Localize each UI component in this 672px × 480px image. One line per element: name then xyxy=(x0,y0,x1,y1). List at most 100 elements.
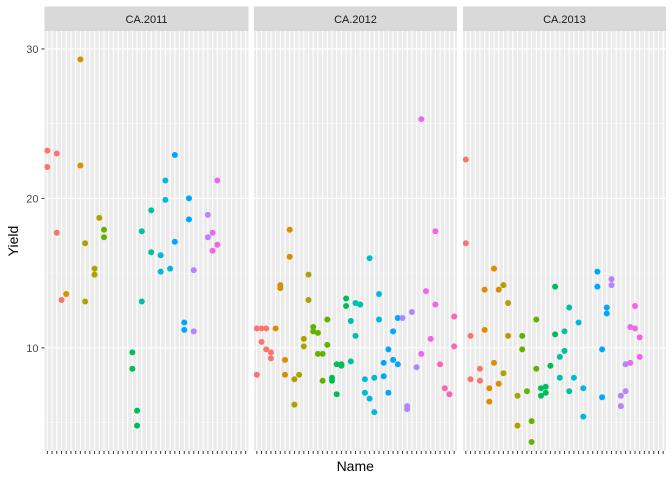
data-point xyxy=(561,328,568,335)
data-point xyxy=(171,238,178,245)
data-point xyxy=(148,249,155,256)
data-point xyxy=(533,365,540,372)
data-point xyxy=(190,267,197,274)
data-point xyxy=(617,403,624,410)
data-point xyxy=(418,116,425,123)
data-point xyxy=(361,376,368,383)
data-point xyxy=(371,409,378,416)
data-point xyxy=(272,325,279,332)
data-point xyxy=(519,332,526,339)
data-point xyxy=(138,298,145,305)
data-point xyxy=(437,361,444,368)
data-point xyxy=(390,356,397,363)
data-point xyxy=(399,314,406,321)
data-point xyxy=(505,332,512,339)
data-point xyxy=(580,385,587,392)
data-point xyxy=(519,346,526,353)
data-point xyxy=(343,295,350,302)
data-point xyxy=(514,392,521,399)
data-point xyxy=(523,388,530,395)
data-point xyxy=(347,358,354,365)
data-point xyxy=(324,341,331,348)
data-point xyxy=(263,346,270,353)
data-point xyxy=(286,253,293,260)
facet-label: CA.2011 xyxy=(126,14,168,26)
data-point xyxy=(129,365,136,372)
data-point xyxy=(333,391,340,398)
data-point xyxy=(44,164,51,171)
data-point xyxy=(338,361,345,368)
data-point xyxy=(263,325,270,332)
y-tick-label: 30 xyxy=(26,44,38,56)
data-point xyxy=(162,177,169,184)
data-point xyxy=(538,385,545,392)
data-point xyxy=(44,147,51,154)
data-point xyxy=(390,328,397,335)
data-point xyxy=(528,439,535,446)
data-point xyxy=(418,350,425,357)
data-point xyxy=(167,265,174,272)
data-point xyxy=(561,347,568,354)
data-point xyxy=(432,301,439,308)
y-axis-title: Yield xyxy=(5,226,21,257)
data-point xyxy=(296,371,303,378)
data-point xyxy=(603,310,610,317)
data-point xyxy=(462,240,469,247)
data-point xyxy=(352,332,359,339)
data-point xyxy=(343,303,350,310)
data-point xyxy=(77,56,84,63)
data-point xyxy=(617,392,624,399)
data-point xyxy=(608,276,615,283)
data-point xyxy=(96,214,103,221)
data-point xyxy=(300,335,307,342)
data-point xyxy=(157,252,164,259)
data-point xyxy=(580,413,587,420)
data-point xyxy=(542,389,549,396)
data-point xyxy=(394,314,401,321)
data-point xyxy=(556,374,563,381)
data-point xyxy=(314,350,321,357)
y-tick-label: 20 xyxy=(26,193,38,205)
data-point xyxy=(451,313,458,320)
data-point xyxy=(300,343,307,350)
data-point xyxy=(204,234,211,241)
data-point xyxy=(310,328,317,335)
data-point xyxy=(514,422,521,429)
data-point xyxy=(476,377,483,384)
data-point xyxy=(500,370,507,377)
data-point xyxy=(566,304,573,311)
data-point xyxy=(622,361,629,368)
data-point xyxy=(333,361,340,368)
data-point xyxy=(375,291,382,298)
data-point xyxy=(134,422,141,429)
data-point xyxy=(505,300,512,307)
data-point xyxy=(305,271,312,278)
data-point xyxy=(77,162,84,169)
data-point xyxy=(181,326,188,333)
data-point xyxy=(361,389,368,396)
data-point xyxy=(253,371,260,378)
data-point xyxy=(214,177,221,184)
data-point xyxy=(209,229,216,236)
data-point xyxy=(631,303,638,310)
data-point xyxy=(599,346,606,353)
data-point xyxy=(467,376,474,383)
data-point xyxy=(258,338,265,345)
data-point xyxy=(214,241,221,248)
data-point xyxy=(575,319,582,326)
data-point xyxy=(622,388,629,395)
data-point xyxy=(134,407,141,414)
data-point xyxy=(533,316,540,323)
data-point xyxy=(314,329,321,336)
facet-strip-3 xyxy=(463,6,666,31)
y-tick-label: 10 xyxy=(26,343,38,355)
facet-strip-2 xyxy=(254,6,457,31)
data-point xyxy=(138,228,145,235)
data-point xyxy=(58,297,65,304)
data-point xyxy=(53,229,60,236)
data-point xyxy=(636,334,643,341)
data-point xyxy=(171,152,178,159)
data-point xyxy=(432,228,439,235)
data-point xyxy=(552,283,559,290)
data-point xyxy=(181,319,188,326)
